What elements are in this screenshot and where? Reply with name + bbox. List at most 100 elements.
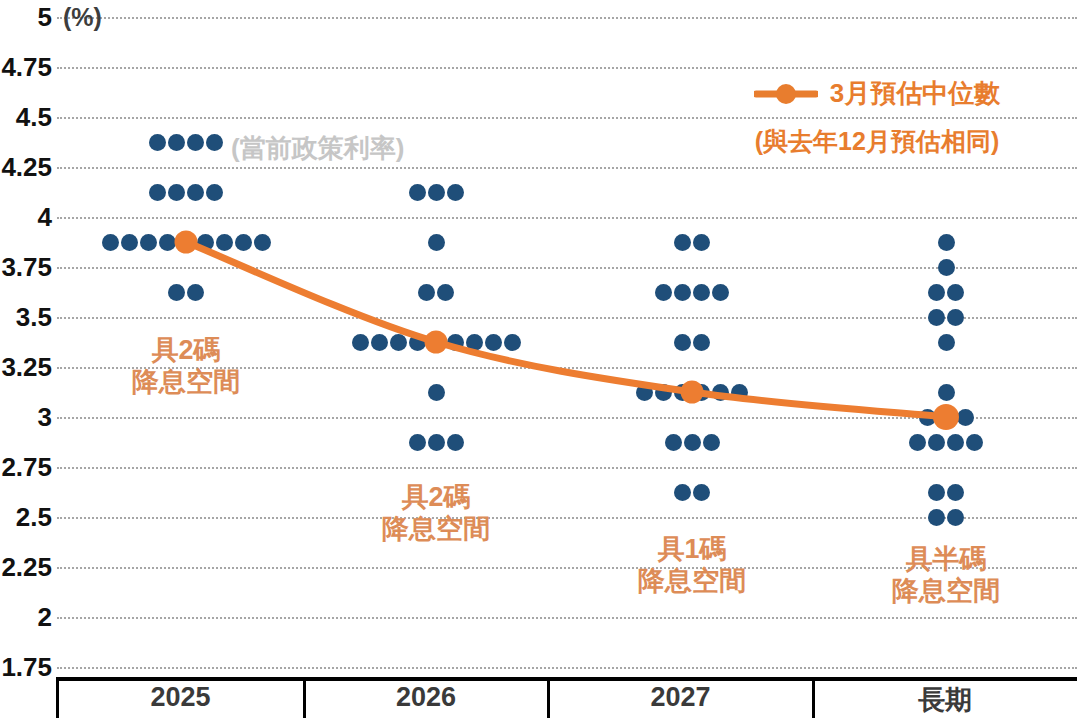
legend: 3月預估中位數 (與去年12月預估相同) <box>697 76 1057 158</box>
note-line-2: 降息空間 <box>132 366 240 398</box>
y-tick-label: 1.75 <box>0 653 52 681</box>
projection-dot <box>428 384 445 401</box>
projection-dot <box>712 384 729 401</box>
y-tick-label: 3 <box>0 403 52 431</box>
y-tick-label: 2.75 <box>0 453 52 481</box>
legend-label: 3月預估中位數 <box>830 76 1000 111</box>
projection-dot <box>655 284 672 301</box>
projection-dot <box>409 434 426 451</box>
x-axis-divider <box>812 677 815 718</box>
current-policy-rate-note: (當前政策利率) <box>231 131 404 166</box>
note-line-1: 具2碼 <box>132 334 240 366</box>
projection-dot <box>409 334 426 351</box>
projection-dot <box>418 284 435 301</box>
note-line-1: 具半碼 <box>892 543 1000 575</box>
projection-dot <box>928 309 945 326</box>
projection-dot <box>159 234 176 251</box>
gridline <box>57 667 1077 669</box>
projection-dot <box>216 234 233 251</box>
y-tick-label: 4.25 <box>0 153 52 181</box>
projection-dot <box>928 484 945 501</box>
rate-cut-room-note: 具半碼降息空間 <box>892 543 1000 607</box>
projection-dot <box>938 259 955 276</box>
note-line-2: 降息空間 <box>638 565 746 597</box>
projection-dot <box>187 284 204 301</box>
y-tick-label: 4.5 <box>0 103 52 131</box>
projection-dot <box>674 234 691 251</box>
gridline <box>57 267 1077 269</box>
gridline <box>57 467 1077 469</box>
legend-row-1: 3月預估中位數 <box>697 76 1057 111</box>
projection-dot <box>447 334 464 351</box>
projection-dot <box>371 334 388 351</box>
y-tick-label: 2 <box>0 603 52 631</box>
projection-dot <box>684 434 701 451</box>
projection-dot <box>428 234 445 251</box>
projection-dot <box>121 234 138 251</box>
projection-dot <box>693 334 710 351</box>
projection-dot <box>428 334 445 351</box>
x-axis-divider <box>547 677 550 718</box>
projection-dot <box>390 334 407 351</box>
y-tick-label: 2.5 <box>0 503 52 531</box>
y-tick-label: 2.25 <box>0 553 52 581</box>
x-axis-label: 長期 <box>918 682 972 718</box>
legend-sublabel: (與去年12月預估相同) <box>697 125 1057 158</box>
note-line-2: 降息空間 <box>382 513 490 545</box>
gridline <box>57 217 1077 219</box>
projection-dot <box>665 434 682 451</box>
projection-dot <box>928 509 945 526</box>
gridline <box>57 617 1077 619</box>
projection-dot <box>947 284 964 301</box>
y-tick-label: 4.75 <box>0 53 52 81</box>
projection-dot <box>197 234 214 251</box>
projection-dot <box>235 234 252 251</box>
projection-dot <box>938 409 955 426</box>
median-markers <box>175 231 960 431</box>
projection-dot <box>178 234 195 251</box>
projection-dot <box>168 134 185 151</box>
dot-plot-chart: 54.754.54.2543.753.53.2532.752.52.2521.7… <box>0 0 1077 718</box>
x-axis-label: 2027 <box>650 682 710 713</box>
projection-dot <box>447 184 464 201</box>
projection-dot <box>352 334 369 351</box>
projection-dot <box>966 434 983 451</box>
projection-dot <box>187 184 204 201</box>
x-axis-label: 2026 <box>396 682 456 713</box>
note-line-2: 降息空間 <box>892 575 1000 607</box>
gridline <box>57 67 1077 69</box>
projection-dot <box>674 484 691 501</box>
note-line-1: 具2碼 <box>382 481 490 513</box>
gridline <box>57 17 1077 19</box>
projection-dot <box>693 384 710 401</box>
y-axis-unit-label: (%) <box>63 3 102 32</box>
projection-dot <box>928 434 945 451</box>
projection-dot <box>485 334 502 351</box>
projection-dot <box>206 134 223 151</box>
projection-dot <box>928 284 945 301</box>
projection-dot <box>947 434 964 451</box>
projection-dot <box>731 384 748 401</box>
rate-cut-room-note: 具2碼降息空間 <box>382 481 490 545</box>
gridline <box>57 517 1077 519</box>
projection-dot <box>447 434 464 451</box>
projection-dot <box>636 384 653 401</box>
x-axis-divider <box>303 677 306 718</box>
projection-dot <box>254 234 271 251</box>
projection-dot <box>957 409 974 426</box>
projection-dot <box>674 384 691 401</box>
rate-cut-room-note: 具2碼降息空間 <box>132 334 240 398</box>
x-axis-divider <box>56 677 59 718</box>
projection-dot <box>206 184 223 201</box>
projection-dot <box>466 334 483 351</box>
projection-dot <box>693 234 710 251</box>
projection-dot <box>428 184 445 201</box>
projection-dot <box>938 334 955 351</box>
projection-dot <box>168 284 185 301</box>
x-axis-label: 2025 <box>150 682 210 713</box>
projection-dot <box>938 384 955 401</box>
projection-dot <box>140 234 157 251</box>
projection-dot <box>428 434 445 451</box>
projection-dot <box>693 484 710 501</box>
projection-dot <box>919 409 936 426</box>
